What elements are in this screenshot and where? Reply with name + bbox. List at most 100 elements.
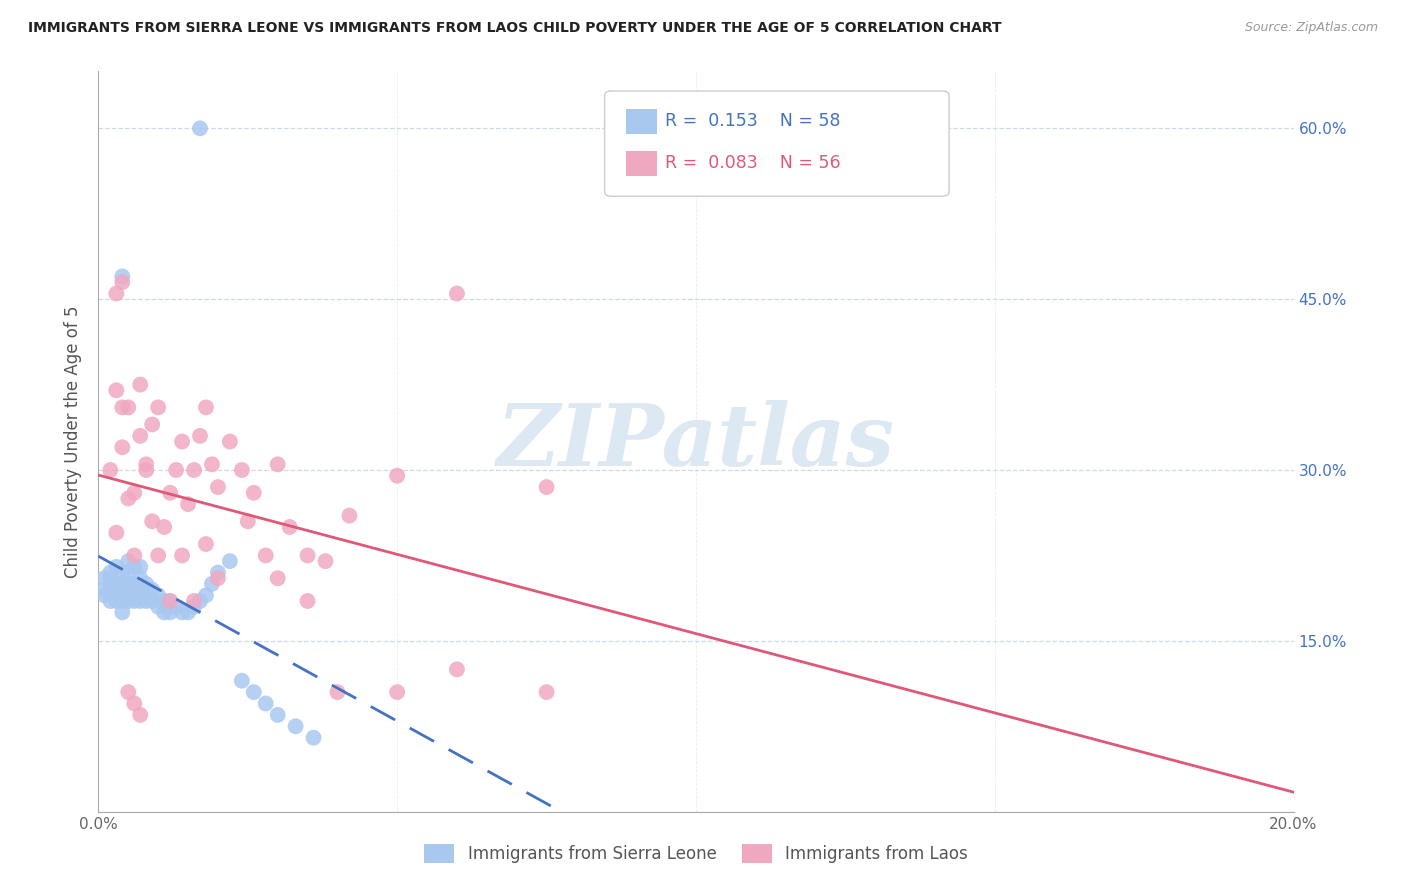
Point — [446, 286, 468, 301]
Point — [297, 594, 319, 608]
Point — [254, 697, 277, 711]
Point — [117, 685, 139, 699]
Point — [201, 577, 224, 591]
Point — [188, 594, 211, 608]
Point — [284, 719, 307, 733]
Point — [315, 554, 337, 568]
Text: Source: ZipAtlas.com: Source: ZipAtlas.com — [1244, 21, 1378, 34]
Point — [124, 485, 146, 500]
Point — [111, 577, 134, 591]
Point — [111, 275, 134, 289]
Point — [129, 429, 152, 443]
Point — [148, 588, 170, 602]
Point — [141, 582, 163, 597]
Point — [135, 582, 157, 597]
Point — [111, 606, 134, 620]
Point — [135, 463, 157, 477]
Point — [105, 594, 128, 608]
Point — [165, 599, 187, 614]
Point — [219, 554, 242, 568]
Point — [536, 480, 558, 494]
Point — [129, 571, 152, 585]
Point — [93, 588, 115, 602]
Point — [236, 514, 259, 528]
Point — [135, 458, 157, 472]
Point — [159, 485, 181, 500]
Point — [219, 434, 242, 449]
Point — [129, 707, 152, 722]
Point — [98, 566, 122, 580]
Point — [129, 559, 152, 574]
Point — [141, 417, 163, 432]
Point — [159, 594, 181, 608]
Point — [153, 606, 176, 620]
Point — [159, 606, 181, 620]
Point — [153, 520, 176, 534]
Point — [446, 662, 468, 676]
Point — [117, 582, 139, 597]
Point — [243, 685, 266, 699]
Point — [141, 514, 163, 528]
Point — [105, 286, 128, 301]
Point — [98, 463, 122, 477]
Point — [231, 463, 253, 477]
Point — [385, 468, 409, 483]
Point — [124, 559, 146, 574]
Point — [124, 697, 146, 711]
Point — [195, 588, 218, 602]
Point — [148, 401, 170, 415]
Point — [124, 577, 146, 591]
Point — [129, 594, 152, 608]
Point — [183, 599, 205, 614]
Point — [177, 606, 200, 620]
Point — [135, 577, 157, 591]
Point — [177, 497, 200, 511]
Point — [326, 685, 349, 699]
Point — [117, 577, 139, 591]
Legend: Immigrants from Sierra Leone, Immigrants from Laos: Immigrants from Sierra Leone, Immigrants… — [418, 838, 974, 870]
Point — [111, 440, 134, 454]
Point — [98, 571, 122, 585]
Point — [267, 571, 290, 585]
Point — [117, 566, 139, 580]
Point — [302, 731, 325, 745]
Point — [111, 582, 134, 597]
Point — [129, 377, 152, 392]
Point — [135, 594, 157, 608]
Point — [172, 606, 194, 620]
Point — [124, 582, 146, 597]
Point — [297, 549, 319, 563]
Point — [195, 401, 218, 415]
Point — [207, 571, 229, 585]
Point — [207, 480, 229, 494]
Text: R =  0.083    N = 56: R = 0.083 N = 56 — [665, 154, 841, 172]
Point — [159, 594, 181, 608]
Text: ZIPatlas: ZIPatlas — [496, 400, 896, 483]
Point — [339, 508, 361, 523]
Point — [124, 594, 146, 608]
Point — [183, 463, 205, 477]
Point — [153, 594, 176, 608]
Point — [165, 463, 187, 477]
Point — [105, 577, 128, 591]
Point — [93, 571, 115, 585]
Point — [111, 566, 134, 580]
Point — [195, 537, 218, 551]
Point — [111, 401, 134, 415]
Point — [98, 582, 122, 597]
Point — [172, 549, 194, 563]
Point — [231, 673, 253, 688]
Point — [183, 594, 205, 608]
Point — [278, 520, 301, 534]
Point — [141, 594, 163, 608]
Point — [172, 434, 194, 449]
Point — [105, 577, 128, 591]
Point — [188, 121, 211, 136]
Text: IMMIGRANTS FROM SIERRA LEONE VS IMMIGRANTS FROM LAOS CHILD POVERTY UNDER THE AGE: IMMIGRANTS FROM SIERRA LEONE VS IMMIGRAN… — [28, 21, 1001, 35]
Point — [243, 485, 266, 500]
Point — [207, 566, 229, 580]
Point — [117, 491, 139, 506]
Point — [111, 269, 134, 284]
Point — [536, 685, 558, 699]
Point — [148, 599, 170, 614]
